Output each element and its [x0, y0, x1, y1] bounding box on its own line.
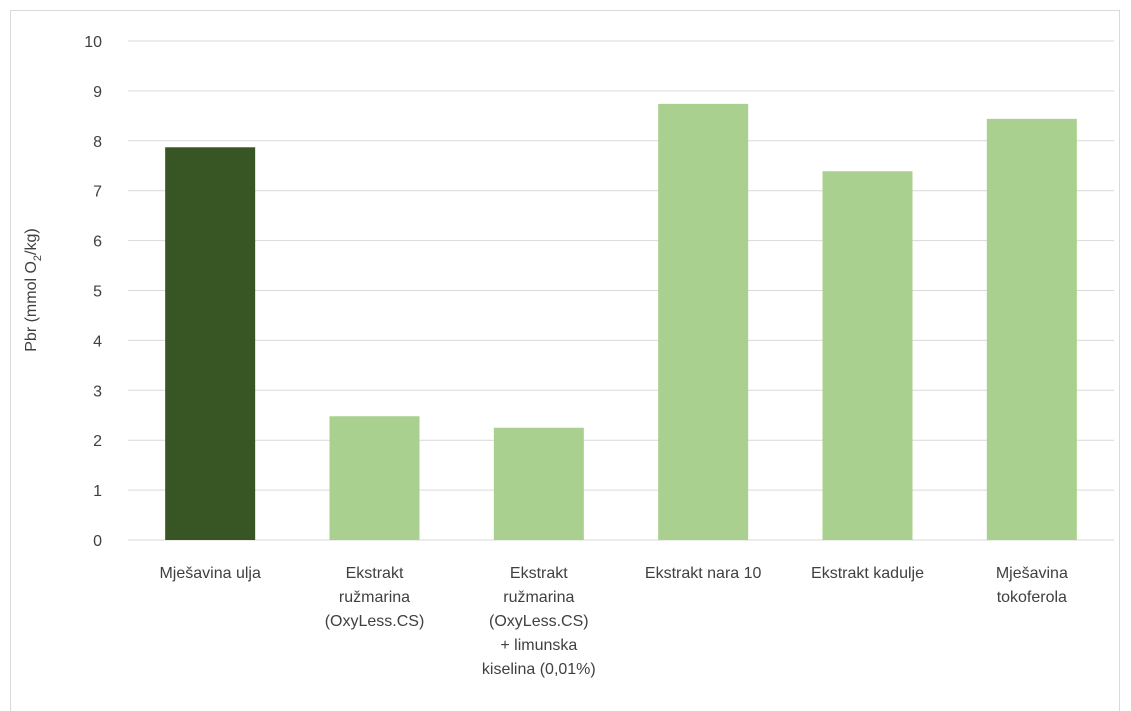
- bars: [165, 103, 1077, 541]
- x-tick-label: Ekstrakt kadulje: [811, 565, 924, 582]
- gridlines: [128, 40, 1114, 541]
- y-tick-label: 2: [93, 433, 102, 450]
- x-tick-label-line: Ekstrakt nara 10: [645, 565, 762, 582]
- x-tick-label-line: Mješavina ulja: [159, 565, 260, 582]
- x-tick-label-line: (OxyLess.CS): [489, 613, 589, 630]
- y-tick-label: 5: [93, 284, 102, 301]
- y-tick-label: 1: [93, 483, 102, 500]
- y-tick-label: 8: [93, 134, 102, 151]
- x-tick-label: Ekstrakt nara 10: [645, 565, 762, 582]
- x-tick-label: Ekstrakt ružmarina (OxyLess.CS) + limunska k…: [482, 565, 596, 678]
- bar: [986, 118, 1077, 541]
- y-tick-label: 7: [93, 184, 102, 201]
- x-tick-label: Ekstrakt ružmarina (OxyLess.CS): [325, 565, 425, 630]
- x-tick-label: Mješavina tokoferola: [996, 565, 1068, 606]
- bar: [658, 103, 749, 541]
- x-tick-label-line: Mješavina: [996, 565, 1068, 582]
- y-tick-label: 4: [93, 333, 102, 350]
- x-axis-ticks: Mješavina ulja Ekstrakt ružmarina (OxyLess.…: [159, 565, 1067, 678]
- y-axis-label-suffix: /kg): [23, 228, 40, 255]
- x-tick-label-line: ružmarina: [503, 589, 574, 606]
- x-tick-label-line: Ekstrakt: [346, 565, 404, 582]
- bar: [165, 147, 256, 541]
- y-axis-label-text: Pbr (mmol O: [23, 261, 40, 352]
- x-tick-label: Mješavina ulja: [159, 565, 260, 582]
- y-tick-label: 10: [84, 34, 102, 51]
- bar: [329, 416, 420, 540]
- x-tick-label-line: ružmarina: [339, 589, 410, 606]
- y-tick-label: 0: [93, 533, 102, 550]
- x-tick-label-line: + limunska: [500, 637, 577, 654]
- y-tick-label: 6: [93, 234, 102, 251]
- y-axis-label: Pbr (mmol O2/kg): [23, 228, 44, 351]
- x-tick-label-line: tokoferola: [997, 589, 1067, 606]
- bar: [493, 427, 584, 540]
- x-tick-label-line: (OxyLess.CS): [325, 613, 425, 630]
- x-tick-label-line: kiselina (0,01%): [482, 661, 596, 678]
- y-axis-label-subscript: 2: [32, 255, 44, 261]
- y-axis-ticks: 0 1 2 3 4 5 6 7 8 9 10: [84, 34, 102, 550]
- x-tick-label-line: Ekstrakt kadulje: [811, 565, 924, 582]
- y-tick-label: 9: [93, 84, 102, 101]
- bar: [822, 171, 913, 540]
- y-tick-label: 3: [93, 383, 102, 400]
- x-tick-label-line: Ekstrakt: [510, 565, 568, 582]
